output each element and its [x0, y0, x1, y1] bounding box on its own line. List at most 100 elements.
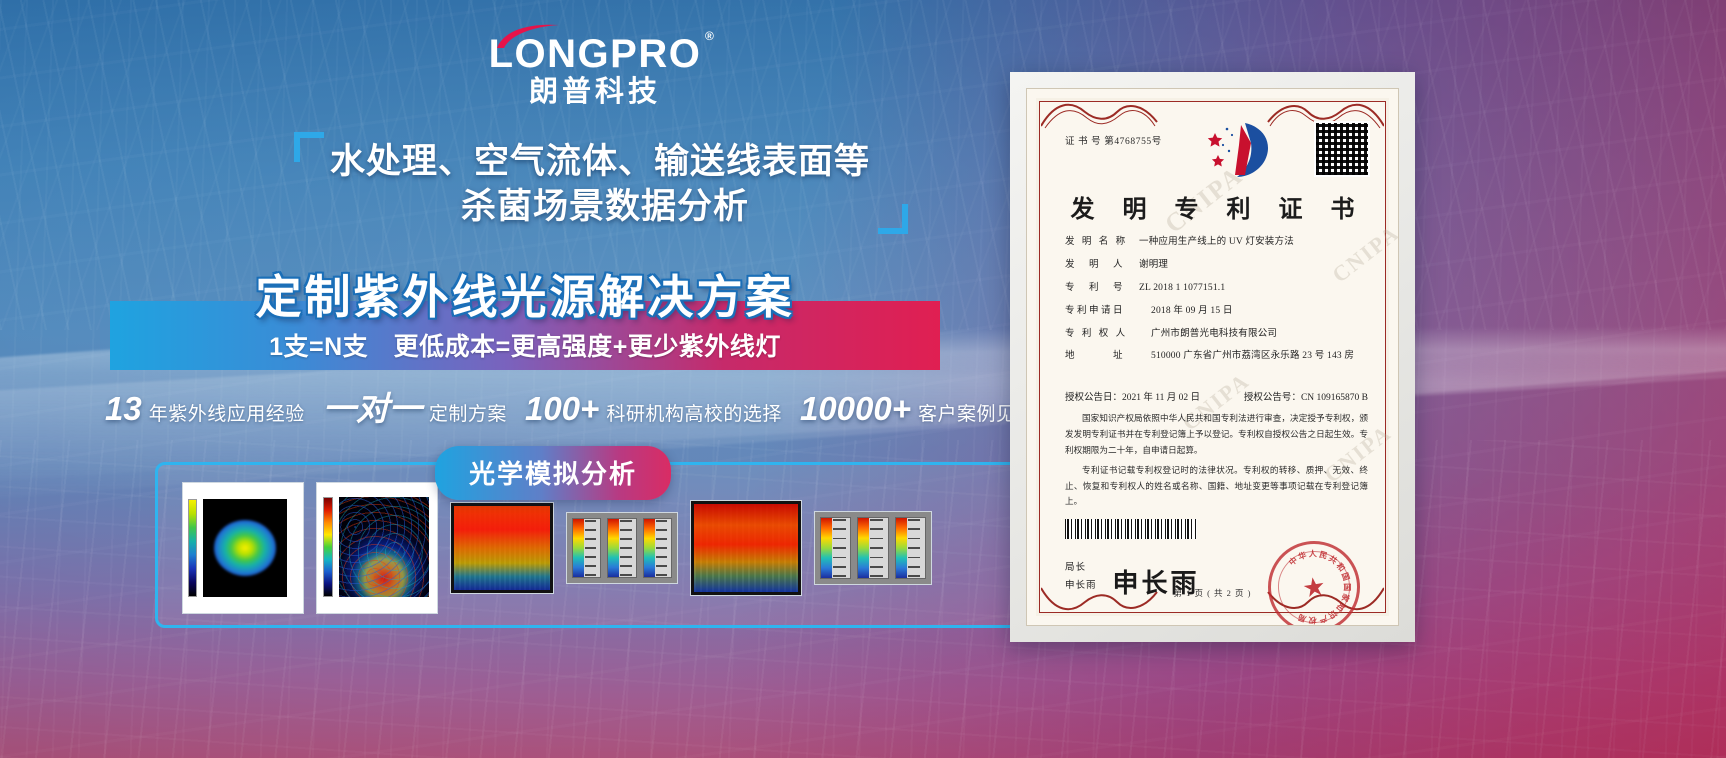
colorbar-icon	[188, 499, 197, 597]
heatmap-area	[694, 504, 798, 592]
brand-name-en-wrapper: LONGPRO ®	[488, 24, 714, 76]
certificate-field: 发 明 名 称 一种应用生产线上的 UV 灯安装方法	[1065, 237, 1368, 249]
stat-item: 100+ 科研机构高校的选择	[525, 392, 782, 426]
cnipa-emblem-icon	[1207, 123, 1269, 177]
stat-label: 科研机构高校的选择	[606, 404, 782, 425]
headline-block: 水处理、空气流体、输送线表面等 杀菌场景数据分析	[294, 132, 908, 234]
certificate-number-label: 证 书 号 第	[1065, 137, 1115, 147]
hero-gradient-bar	[110, 301, 940, 370]
grant-date-label: 授权公告日	[1065, 393, 1113, 403]
beam-spot	[214, 520, 276, 576]
bracket-top-left-icon	[294, 132, 324, 162]
legend-block	[572, 518, 602, 578]
certificate-page: CNIPA CNIPA CNIPA CNIPA 证 书 号 第4768755号	[1026, 88, 1399, 626]
certificate-paragraph: 专利证书记载专利权登记时的法律状况。专利权的转移、质押、无效、终止、恢复和专利权…	[1065, 464, 1368, 507]
legend-ticks	[584, 519, 600, 577]
optical-simulation-badge: 光学模拟分析	[435, 446, 672, 500]
stat-item: 一对一 定制方案	[323, 392, 507, 426]
density-cloud	[339, 507, 429, 597]
certificate-number-suffix: 号	[1151, 137, 1162, 147]
legend-panel-1	[566, 512, 678, 584]
stat-item: 13 年紫外线应用经验	[105, 392, 305, 426]
certificate-field: 地 址 510000 广东省广州市荔湾区永乐路 23 号 143 房	[1065, 351, 1368, 363]
field-key: 专 利 权 人	[1065, 328, 1128, 339]
grant-number-value: CN 109165870 B	[1300, 393, 1368, 403]
field-value: 510000 广东省广州市荔湾区永乐路 23 号 143 房	[1151, 351, 1355, 362]
legend-ticks	[655, 519, 671, 577]
legend-block	[642, 518, 672, 578]
legend-colorbar-icon	[858, 518, 870, 578]
registered-trademark-icon: ®	[705, 29, 716, 43]
scatter-density-plot	[316, 482, 438, 614]
field-key: 发 明 人	[1065, 259, 1126, 270]
hero-subtitle: 1支=N支 更低成本=更高强度+更少紫外线灯	[269, 333, 781, 361]
qr-code-icon	[1314, 121, 1370, 177]
legend-colorbar-icon	[895, 518, 907, 578]
seal-text: 中华人民共和国国家知识产权局	[1287, 549, 1352, 625]
brand-name-en: LONGPRO	[488, 32, 702, 76]
certificate-grant-row: 授权公告日：2021 年 11 月 02 日 授权公告号：CN 10916587…	[1065, 389, 1368, 403]
signature-row: 局长 申长雨 申长雨	[1065, 559, 1368, 600]
colorbar-icon	[323, 497, 333, 597]
scatter-points	[339, 497, 429, 597]
certificate-field: 专 利 权 人 广州市朗普光电科技有限公司	[1065, 329, 1368, 341]
field-value: 广州市朗普光电科技有限公司	[1151, 328, 1278, 339]
grant-number: 授权公告号：CN 109165870 B	[1243, 393, 1368, 403]
certificate-field: 发 明 人 谢明理	[1065, 260, 1368, 272]
legend-colorbar-icon	[608, 519, 620, 577]
director-signature: 申长雨	[1112, 569, 1200, 598]
certificate-paragraph: 国家知识产权局依照中华人民共和国专利法进行审查，决定授予专利权，颁发发明专利证书…	[1065, 413, 1368, 455]
field-value: 谢明理	[1139, 259, 1169, 270]
plot-area	[203, 499, 287, 597]
certificate-body-text: 国家知识产权局依照中华人民共和国专利法进行审查，决定授予专利权，颁发发明专利证书…	[1065, 411, 1368, 514]
legend-block	[894, 517, 926, 579]
simulation-image-strip	[182, 479, 1132, 617]
headline-line-1: 水处理、空气流体、输送线表面等	[329, 142, 870, 181]
barcode-icon	[1065, 519, 1197, 539]
plot-area	[339, 497, 429, 597]
stat-label: 年紫外线应用经验	[148, 404, 305, 425]
certificate-number-value: 4768755	[1114, 137, 1152, 147]
headline-line-2: 杀菌场景数据分析	[460, 186, 749, 226]
signature-labels: 局长 申长雨	[1065, 559, 1097, 595]
heatmap-area	[454, 506, 550, 590]
grant-number-label: 授权公告号	[1243, 393, 1292, 403]
director-label: 局长	[1065, 563, 1087, 573]
stat-item: 10000+ 客户案例见证	[800, 392, 1035, 426]
beam-profile-plot	[182, 482, 304, 614]
hero-title: 定制紫外线光源解决方案	[255, 271, 795, 323]
stat-number: 13	[105, 390, 142, 427]
certificate-page-footer: 第 1 页 ( 共 2 页 )	[1173, 588, 1252, 598]
legend-ticks	[907, 518, 925, 578]
grant-date-value: 2021 年 11 月 02 日	[1122, 393, 1201, 403]
stats-row: 13 年紫外线应用经验 一对一 定制方案 100+ 科研机构高校的选择 1000…	[105, 392, 1035, 426]
legend-ticks	[832, 518, 850, 578]
legend-block	[857, 517, 889, 579]
legend-colorbar-icon	[821, 518, 832, 578]
simulation-panel	[155, 462, 1155, 628]
legend-ticks	[619, 519, 635, 577]
irradiance-heatmap-1	[450, 502, 554, 594]
field-value: 2018 年 09 月 15 日	[1151, 305, 1233, 316]
stat-number: 10000+	[799, 390, 911, 427]
stat-number: 100+	[524, 390, 600, 427]
certificate-border	[1036, 98, 1389, 616]
stat-label: 定制方案	[428, 404, 507, 425]
patent-certificate: CNIPA CNIPA CNIPA CNIPA 证 书 号 第4768755号	[1010, 72, 1415, 642]
brand-logo: LONGPRO ® 朗普科技	[480, 24, 714, 108]
stat-label: 客户案例见证	[917, 404, 1035, 425]
legend-block	[820, 517, 852, 579]
brand-name-cn: 朗普科技	[528, 76, 661, 108]
certificate-field: 专 利 号 ZL 2018 1 1077151.1	[1065, 283, 1368, 295]
field-key: 地 址	[1065, 351, 1126, 362]
bracket-bottom-right-icon	[878, 204, 908, 234]
irradiance-heatmap-2	[690, 500, 802, 596]
field-key: 专 利 号	[1065, 282, 1126, 293]
stat-number: 一对一	[322, 390, 422, 427]
field-value: 一种应用生产线上的 UV 灯安装方法	[1139, 237, 1294, 247]
hero-title-block: 定制紫外线光源解决方案 1支=N支 更低成本=更高强度+更少紫外线灯	[110, 271, 940, 370]
